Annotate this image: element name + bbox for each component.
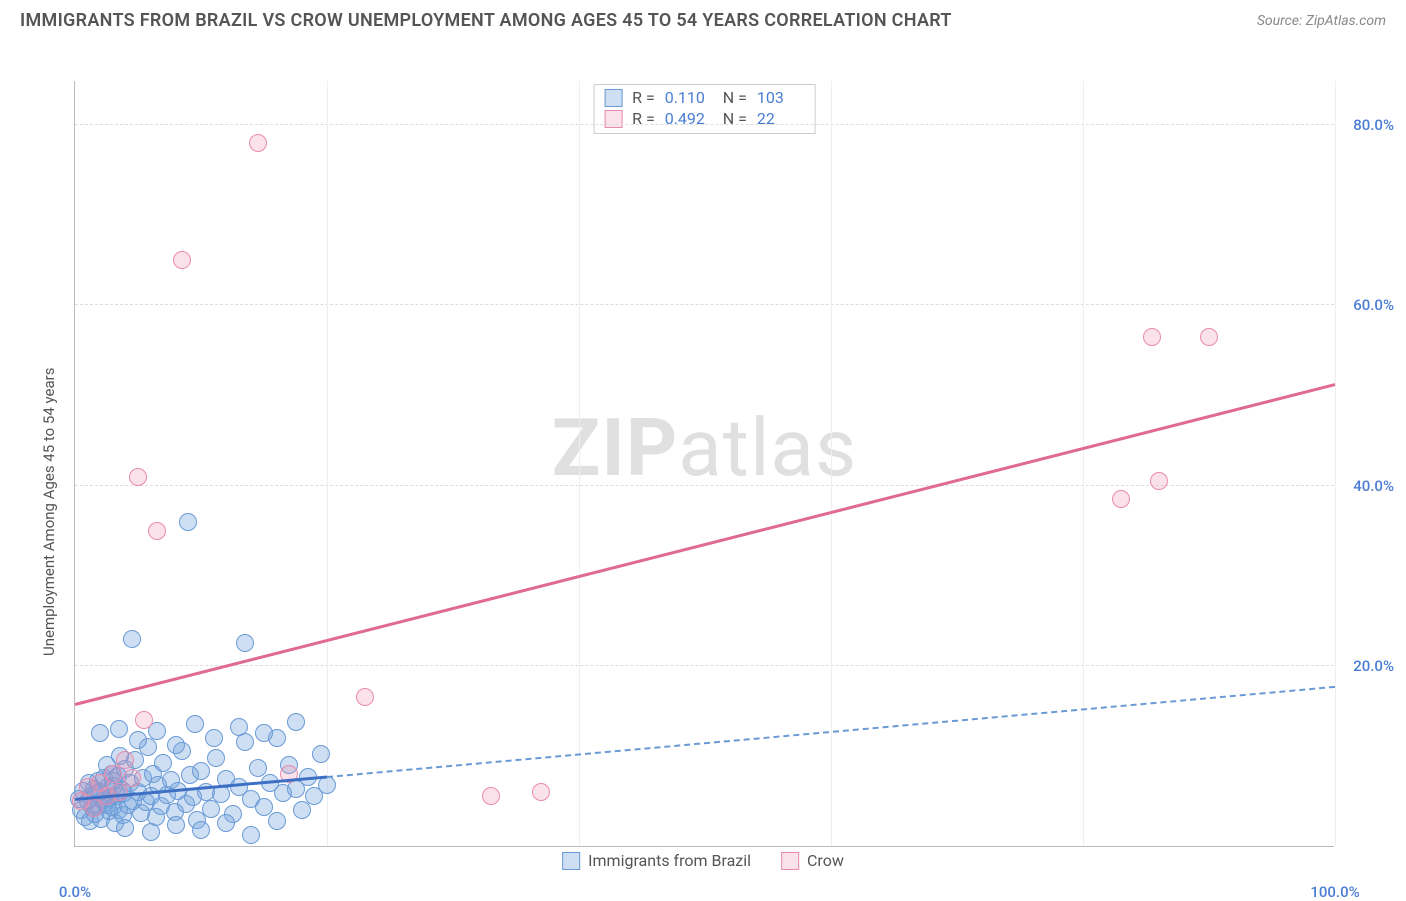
data-point [116, 819, 134, 837]
x-gridline [327, 81, 328, 846]
legend-stats-row: R = 0.492 N = 22 [604, 109, 805, 130]
data-point [532, 783, 550, 801]
data-point [123, 769, 141, 787]
data-point [110, 720, 128, 738]
chart-source: Source: ZipAtlas.com [1257, 13, 1386, 29]
x-gridline [1335, 81, 1336, 846]
legend-n-label: N = [723, 88, 747, 109]
legend-n-value: 22 [757, 109, 805, 130]
data-point [142, 823, 160, 841]
data-point [91, 724, 109, 742]
data-point [148, 522, 166, 540]
data-point [129, 468, 147, 486]
legend-r-label: R = [632, 88, 655, 109]
data-point [116, 751, 134, 769]
plot-area: ZIPatlas R =0.110N =103R =0.492N =22 20.… [74, 81, 1334, 847]
data-point [192, 762, 210, 780]
legend-n-label: N = [723, 109, 747, 130]
data-point [268, 812, 286, 830]
data-point [249, 759, 267, 777]
data-point [287, 713, 305, 731]
legend-stats-row: R = 0.110 N = 103 [604, 88, 805, 109]
data-point [1200, 328, 1218, 346]
y-tick-label: 80.0% [1353, 116, 1394, 134]
data-point [179, 513, 197, 531]
data-point [242, 826, 260, 844]
data-point [1150, 472, 1168, 490]
legend-swatch [562, 852, 580, 870]
data-point [217, 814, 235, 832]
x-tick-label: 100.0% [1310, 883, 1359, 901]
data-point [154, 754, 172, 772]
legend-swatch [781, 852, 799, 870]
data-point [192, 821, 210, 839]
legend-series-item: Crow [781, 851, 844, 870]
data-point [129, 731, 147, 749]
data-point [230, 718, 248, 736]
data-point [173, 251, 191, 269]
legend-series-item: Immigrants from Brazil [562, 851, 751, 870]
data-point [167, 736, 185, 754]
y-gridline [75, 485, 1334, 486]
y-gridline [75, 665, 1334, 666]
data-point [249, 134, 267, 152]
x-gridline [579, 81, 580, 846]
y-axis-label: Unemployment Among Ages 45 to 54 years [40, 367, 58, 655]
chart-title: IMMIGRANTS FROM BRAZIL VS CROW UNEMPLOYM… [20, 10, 952, 31]
data-point [123, 630, 141, 648]
data-point [312, 745, 330, 763]
legend-n-value: 103 [757, 88, 805, 109]
data-point [1112, 490, 1130, 508]
x-gridline [1083, 81, 1084, 846]
data-point [167, 816, 185, 834]
data-point [482, 787, 500, 805]
data-point [236, 733, 254, 751]
data-point [202, 800, 220, 818]
legend-r-value: 0.492 [665, 109, 713, 130]
legend-series-label: Immigrants from Brazil [588, 851, 751, 870]
data-point [1143, 328, 1161, 346]
y-tick-label: 40.0% [1353, 477, 1394, 495]
data-point [186, 715, 204, 733]
chart-header: IMMIGRANTS FROM BRAZIL VS CROW UNEMPLOYM… [0, 0, 1406, 37]
legend-r-label: R = [632, 109, 655, 130]
legend-swatch [604, 89, 622, 107]
y-tick-label: 20.0% [1353, 657, 1394, 675]
stats-legend: R = 0.110 N = 103 R = 0.492 N = 22 [593, 84, 816, 134]
data-point [207, 749, 225, 767]
data-point [205, 729, 223, 747]
watermark: ZIPatlas [552, 401, 857, 495]
y-gridline [75, 304, 1334, 305]
y-gridline [75, 124, 1334, 125]
legend-series-label: Crow [807, 851, 844, 870]
data-point [255, 724, 273, 742]
data-point [356, 688, 374, 706]
trend-line [75, 383, 1336, 706]
x-tick-label: 0.0% [59, 883, 91, 901]
data-point [236, 634, 254, 652]
y-tick-label: 60.0% [1353, 296, 1394, 314]
series-legend: Immigrants from Brazil Crow [562, 851, 844, 870]
legend-swatch [604, 110, 622, 128]
data-point [135, 711, 153, 729]
legend-r-value: 0.110 [665, 88, 713, 109]
